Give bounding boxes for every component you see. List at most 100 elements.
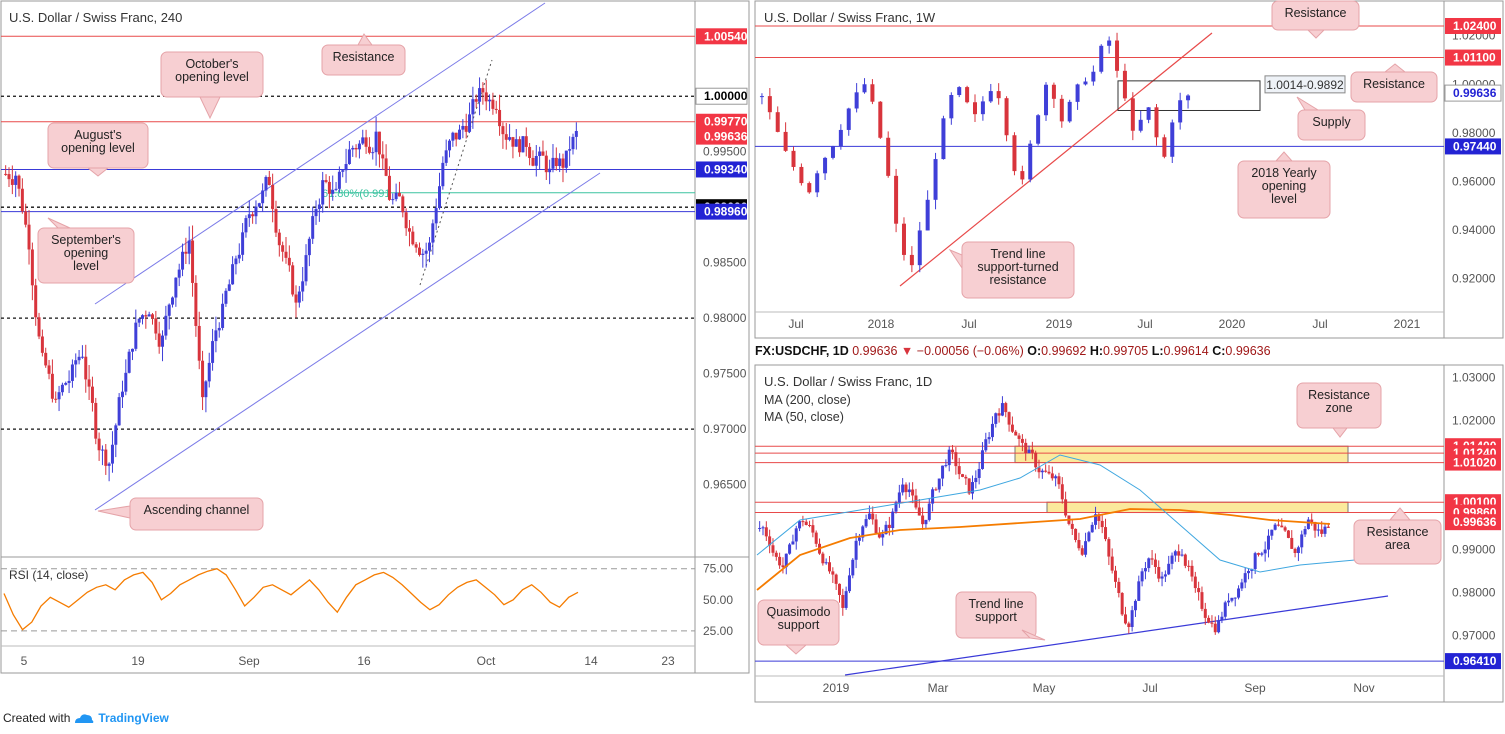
price-tag-label: 0.99636 [1453, 86, 1497, 100]
candle-body [1220, 616, 1224, 621]
price-tag-label: 1.00540 [704, 29, 748, 43]
candle-body [831, 571, 835, 575]
candle-body [1034, 452, 1038, 468]
candle-body [871, 513, 875, 520]
x-tick-label: Jul [1137, 317, 1152, 331]
candle-body [1147, 558, 1151, 569]
candle-body [394, 192, 398, 200]
candle-body [548, 168, 552, 173]
candle-body [1227, 600, 1231, 603]
candle-body [1137, 581, 1141, 601]
supply-label [1297, 109, 1366, 141]
candle-body [759, 96, 764, 98]
candle-body [1040, 470, 1044, 473]
h-value: 0.99705 [1103, 344, 1152, 358]
candle-body [1012, 135, 1017, 172]
candle-body [1210, 622, 1214, 624]
candle-body [781, 565, 785, 568]
candle-body [1326, 526, 1330, 528]
price-scale-label: 0.98000 [703, 311, 747, 325]
price-scale-label: 0.96000 [1452, 174, 1496, 188]
candle-body [823, 157, 828, 174]
price-scale-label: 0.98000 [1452, 126, 1496, 140]
candle-body [1276, 524, 1280, 526]
candle-body [1014, 431, 1018, 436]
price-tag-label: 0.99340 [704, 162, 748, 176]
candle-body [1230, 597, 1234, 601]
price-tag [696, 28, 747, 45]
candle-body [531, 157, 535, 166]
candle-body [444, 150, 448, 163]
ascending-channel-label-text: Ascending channel [144, 503, 250, 517]
candle-body [1000, 403, 1004, 416]
candle-body [381, 154, 385, 159]
candle-body [70, 364, 74, 381]
candle-body [140, 315, 144, 319]
candle-body [561, 158, 565, 168]
candle-body [1080, 548, 1084, 555]
candle-body [990, 423, 994, 438]
candle-body [504, 134, 508, 140]
price-tag-label: 0.99636 [1453, 515, 1497, 529]
candle-body [341, 170, 345, 172]
candle-body [1020, 171, 1025, 180]
candle-body [801, 521, 805, 523]
candle-body [1123, 614, 1127, 624]
candle-body [427, 242, 431, 251]
augusts-opening-label-text: opening level [61, 141, 135, 155]
candle-body [214, 330, 218, 342]
candle-body [277, 232, 281, 246]
candle-body [973, 102, 977, 115]
candle-body [1036, 115, 1041, 144]
resistance-label-pointer [357, 33, 373, 46]
candle-body [147, 314, 151, 317]
candle-body [30, 249, 34, 286]
candle-body [387, 175, 391, 200]
candle-body [181, 251, 185, 270]
down-triangle-icon: ▼ [901, 344, 917, 358]
candle-body [1099, 45, 1104, 72]
candle-body [1057, 476, 1061, 485]
candle-body [224, 290, 228, 304]
ticker-change: −0.00056 (−0.06%) [917, 344, 1028, 358]
candle-body [187, 240, 191, 254]
candle-body [97, 438, 101, 451]
candle-body [1010, 424, 1014, 432]
candle-body [100, 449, 104, 451]
o-label: O: [1027, 344, 1041, 358]
candle-body [40, 336, 44, 353]
price-tag [1445, 49, 1501, 66]
candle-body [947, 449, 951, 466]
candle-body [161, 335, 165, 347]
candle-body [799, 166, 804, 184]
supply-label-text: Supply [1312, 115, 1351, 129]
candle-body [234, 258, 238, 265]
candle-body [1070, 523, 1074, 529]
candle-body [287, 257, 291, 266]
candle-body [24, 211, 28, 225]
candle-body [498, 109, 502, 127]
price-tag [696, 203, 747, 220]
price-scale-label: 1.03000 [1452, 370, 1496, 384]
tradingview-brand[interactable]: TradingView [98, 711, 169, 725]
candle-body [297, 291, 301, 303]
candle-body [574, 130, 578, 137]
candle-body [778, 556, 782, 566]
candle-body [84, 356, 88, 380]
septembers-opening-label-text: September's [51, 233, 121, 247]
candle-body [974, 477, 978, 483]
candle-body [851, 559, 855, 576]
candle-body [301, 281, 305, 292]
candle-body [441, 162, 445, 187]
candle-body [1260, 553, 1264, 555]
candle-body [377, 131, 381, 155]
ma-legend-0: MA (200, close) [764, 393, 851, 407]
candle-body [94, 402, 98, 439]
candle-body [50, 373, 54, 399]
candle-body [994, 413, 998, 424]
yearly-opening-label-text: opening [1262, 179, 1307, 193]
h4-x-tick-label: 19 [131, 654, 145, 668]
candle-body [814, 532, 818, 544]
candle-body [1059, 98, 1064, 122]
candle-body [1300, 534, 1304, 548]
